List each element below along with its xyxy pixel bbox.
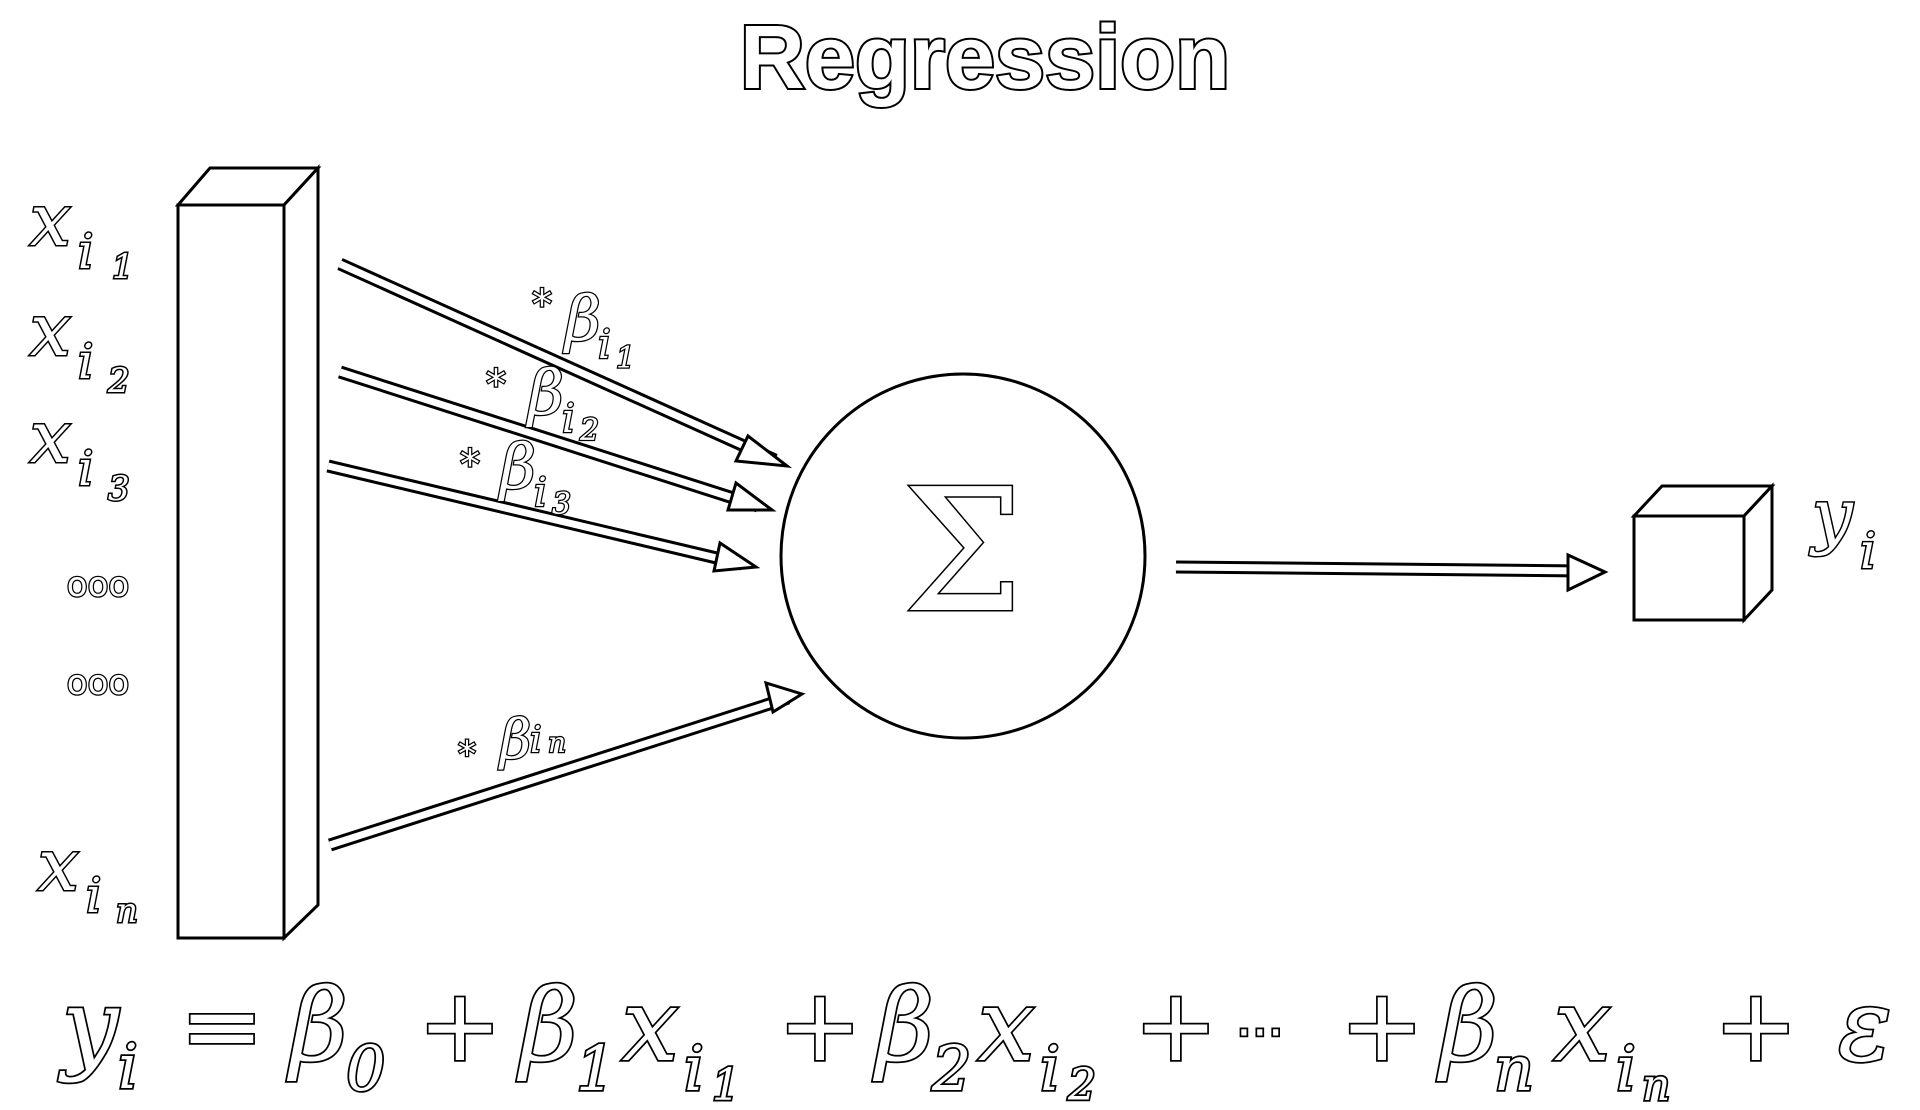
svg-text:+: + <box>1340 967 1424 1084</box>
svg-text:i: i <box>118 1030 138 1103</box>
svg-text:β: β <box>286 967 348 1084</box>
svg-text:β: β <box>498 708 531 771</box>
svg-text:i: i <box>1860 522 1876 580</box>
error-term: ε <box>1838 967 1892 1084</box>
regression-equation: y i = β 0 + β 1 x i 1 + β 2 x i 2 + ··· … <box>56 965 1893 1110</box>
svg-text:n: n <box>1642 1060 1670 1110</box>
svg-text:i: i <box>78 334 93 390</box>
svg-text:β: β <box>516 967 578 1084</box>
svg-text:*: * <box>458 734 476 775</box>
arrow-input-1 <box>337 258 793 469</box>
svg-text:y: y <box>1809 473 1854 557</box>
svg-text:i: i <box>534 470 547 516</box>
equals-sign: = <box>180 967 264 1084</box>
weight-label-3: * β i 3 <box>459 429 573 524</box>
svg-text:x: x <box>30 395 71 479</box>
svg-text:n: n <box>1494 1032 1534 1105</box>
svg-text:β: β <box>1436 967 1498 1084</box>
svg-text:0: 0 <box>346 1032 385 1105</box>
output-cube <box>1630 482 1776 624</box>
weight-label-n: * β i n <box>457 707 568 777</box>
svg-text:1: 1 <box>576 1032 615 1105</box>
svg-text:···: ··· <box>1236 1004 1284 1062</box>
svg-text:β: β <box>498 430 536 503</box>
svg-text:i: i <box>1616 1032 1636 1105</box>
weight-label-1: * β i 1 <box>531 281 637 378</box>
output-label: y i <box>1808 472 1878 582</box>
svg-text:β: β <box>563 282 601 355</box>
input-ellipsis-2: ooo <box>67 663 129 703</box>
svg-text:*: * <box>486 362 506 408</box>
svg-text:i: i <box>86 868 101 924</box>
svg-text:β: β <box>526 356 564 429</box>
svg-text:x: x <box>1554 967 1610 1084</box>
svg-text:3: 3 <box>552 487 571 522</box>
svg-text:1: 1 <box>616 341 635 376</box>
svg-text:i: i <box>562 396 575 442</box>
sum-symbol: Σ <box>903 453 1023 651</box>
arrow-input-3 <box>326 459 761 573</box>
svg-text:i: i <box>1040 1032 1060 1105</box>
svg-text:n: n <box>548 726 566 759</box>
input-vector-box <box>174 164 322 942</box>
weighted-arrows <box>326 258 806 852</box>
input-ellipsis-1: ooo <box>67 565 129 605</box>
diagram-title: Regression <box>740 8 1230 108</box>
svg-text:1: 1 <box>112 247 134 287</box>
svg-text:x: x <box>30 288 71 372</box>
svg-text:β: β <box>872 967 934 1084</box>
svg-text:i: i <box>78 441 93 497</box>
svg-text:x: x <box>622 967 678 1084</box>
svg-text:*: * <box>532 282 552 328</box>
svg-text:x: x <box>30 178 71 262</box>
summation-node: Σ <box>779 372 1147 740</box>
svg-text:2: 2 <box>579 413 599 448</box>
weight-label-2: * β i 2 <box>485 355 601 450</box>
arrow-input-n <box>328 680 806 852</box>
svg-text:2: 2 <box>107 361 130 401</box>
svg-text:y: y <box>58 967 120 1084</box>
svg-text:i: i <box>598 322 611 368</box>
svg-text:+: + <box>1134 967 1218 1084</box>
svg-text:i: i <box>684 1032 704 1105</box>
input-label-3: x i 3 <box>29 394 132 511</box>
svg-text:+: + <box>418 967 502 1084</box>
svg-text:*: * <box>460 442 480 488</box>
svg-text:n: n <box>116 891 138 931</box>
input-label-1: x i 1 <box>29 177 136 289</box>
svg-text:i: i <box>78 224 93 280</box>
svg-text:2: 2 <box>1067 1060 1096 1110</box>
svg-text:1: 1 <box>712 1060 740 1110</box>
svg-text:2: 2 <box>931 1032 971 1105</box>
arrow-input-2 <box>338 365 777 513</box>
svg-text:+: + <box>778 967 862 1084</box>
svg-text:i: i <box>530 720 542 761</box>
input-label-n: x i n <box>37 822 140 933</box>
svg-text:+: + <box>1714 967 1798 1084</box>
svg-text:x: x <box>978 967 1034 1084</box>
svg-text:3: 3 <box>108 469 130 509</box>
input-label-2: x i 2 <box>29 287 132 403</box>
output-arrow <box>1175 552 1609 593</box>
svg-text:x: x <box>38 823 79 907</box>
